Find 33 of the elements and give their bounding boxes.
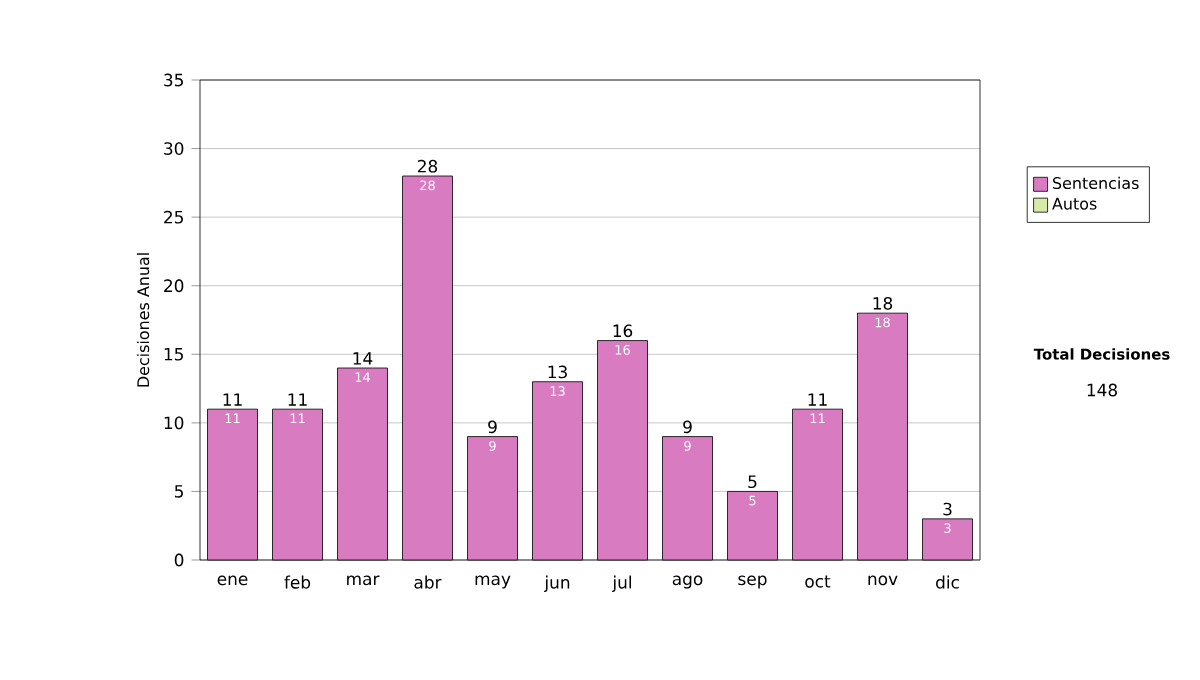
total-label: 5 [748,475,757,489]
y-tick-label: 0 [174,553,184,567]
x-tick-label: ene [217,575,248,586]
x-tick-label: mar [347,575,380,586]
x-tick-label: jul [612,575,632,592]
total-label: 16 [613,324,633,338]
total-label: 28 [417,159,438,173]
total-label: 14 [353,352,373,365]
total-label: 18 [873,296,893,310]
x-tick-label: feb [284,575,311,589]
y-tick-label: 35 [164,73,183,87]
y-tick-label: 30 [164,142,184,155]
total-label: 9 [488,420,497,434]
total-label: 13 [548,365,567,379]
x-tick-label: ago [672,575,703,589]
total-label: 9 [683,420,692,434]
x-tick-label: may [475,575,511,589]
x-tick-label: nov [868,575,898,586]
total-label: 11 [223,393,242,406]
y-tick-label: 5 [174,485,183,498]
y-tick-label: 20 [164,279,184,293]
total-label: 11 [808,393,827,406]
y-tick-label: 15 [164,347,183,361]
y-tick-label: 25 [164,210,183,224]
x-tick-label: jun [544,575,570,592]
text: 148 [1087,383,1118,397]
total-label: 3 [943,502,952,516]
x-tick-label: abr [414,575,442,589]
x-tick-label: oct [805,575,831,588]
total-label: 11 [288,393,307,406]
x-tick-label: sep [738,575,767,589]
x-tick-label: dic [936,575,959,589]
y-tick-label: 10 [164,416,184,430]
